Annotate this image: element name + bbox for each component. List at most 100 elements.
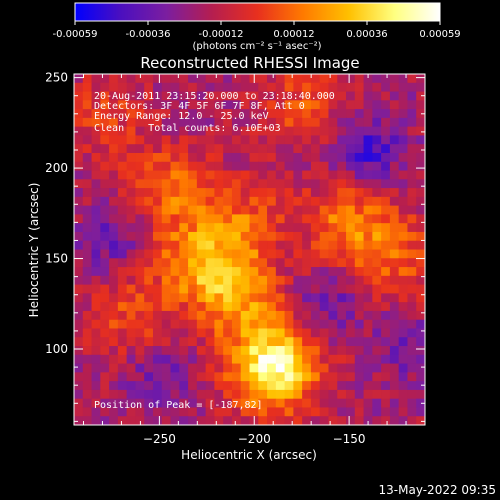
heatmap-cell (389, 223, 400, 233)
heatmap-cell (328, 223, 338, 233)
heatmap-cell (135, 91, 145, 101)
heatmap-cell (275, 82, 286, 92)
heatmap-cell (161, 258, 171, 268)
heatmap-cell (284, 267, 294, 277)
heatmap-cell (144, 363, 154, 373)
heatmap-cell (293, 170, 303, 180)
heatmap-cell (179, 214, 189, 224)
heatmap-cell (389, 346, 400, 356)
heatmap-cell (240, 100, 250, 110)
heatmap-cell (354, 135, 364, 145)
heatmap-cell (310, 310, 321, 321)
heatmap-cell (346, 152, 356, 163)
heatmap-cell (381, 188, 391, 198)
heatmap-cell (223, 74, 233, 84)
heatmap-cell (117, 214, 128, 224)
heatmap-cell (196, 354, 207, 364)
heatmap-cell (161, 398, 171, 408)
heatmap-cell (249, 196, 259, 207)
heatmap-cell (372, 337, 382, 347)
heatmap-cell (82, 144, 92, 154)
heatmap-cell (389, 205, 400, 215)
heatmap-cell (381, 389, 391, 400)
heatmap-cell (231, 302, 242, 312)
heatmap-cell (170, 310, 180, 321)
heatmap-cell (196, 407, 207, 417)
heatmap-cell (135, 223, 145, 233)
heatmap-cell (346, 161, 356, 171)
heatmap-cell (293, 135, 303, 145)
heatmap-cell (302, 293, 312, 303)
heatmap-cell (354, 82, 364, 92)
heatmap-cell (170, 381, 180, 391)
heatmap-cell (258, 170, 268, 180)
heatmap-cell (74, 328, 84, 338)
heatmap-cell (381, 161, 391, 171)
heatmap-cell (354, 152, 364, 163)
heatmap-cell (372, 346, 382, 356)
heatmap-cell (363, 284, 373, 294)
heatmap-cell (205, 389, 215, 400)
heatmap-cell (302, 267, 312, 277)
heatmap-cell (144, 170, 154, 180)
heatmap-cell (126, 214, 136, 224)
y-axis-label: Heliocentric Y (arcsec) (27, 183, 41, 318)
heatmap-cell (205, 258, 215, 268)
heatmap-cell (109, 267, 119, 277)
heatmap-cell (196, 205, 207, 215)
heatmap-cell (381, 293, 391, 303)
heatmap-cell (91, 398, 101, 408)
heatmap-cell (389, 82, 400, 92)
heatmap-cell (100, 275, 110, 286)
heatmap-cell (381, 82, 391, 92)
heatmap-cell (152, 267, 163, 277)
heatmap-cell (100, 284, 110, 294)
heatmap-cell (310, 249, 321, 259)
heatmap-cell (389, 109, 400, 119)
heatmap-cell (223, 231, 233, 242)
heatmap-cell (100, 249, 110, 259)
heatmap-cell (82, 389, 92, 400)
heatmap-cell (293, 214, 303, 224)
heatmap-cell (328, 363, 338, 373)
heatmap-cell (91, 82, 101, 92)
heatmap-cell (328, 293, 338, 303)
heatmap-cell (74, 267, 84, 277)
heatmap-cell (109, 354, 119, 364)
heatmap-cell (161, 407, 171, 417)
heatmap-cell (249, 284, 259, 294)
heatmap-cell (82, 302, 92, 312)
heatmap-cell (117, 135, 128, 145)
heatmap-cell (179, 249, 189, 259)
heatmap-cell (109, 161, 119, 171)
heatmap-cell (267, 258, 277, 268)
heatmap-cell (337, 117, 347, 128)
heatmap-cell (205, 223, 215, 233)
heatmap-cell (328, 258, 338, 268)
heatmap-cell (152, 91, 163, 101)
y-tick-label: 150 (45, 252, 68, 266)
heatmap-cell (319, 407, 329, 417)
heatmap-cell (310, 328, 321, 338)
heatmap-cell (275, 223, 286, 233)
heatmap-cell (319, 82, 329, 92)
heatmap-cell (74, 82, 84, 92)
heatmap-cell (91, 74, 101, 84)
heatmap-cell (302, 302, 312, 312)
heatmap-cell (100, 381, 110, 391)
heatmap-cell (205, 188, 215, 198)
heatmap-cell (337, 267, 347, 277)
heatmap-cell (161, 170, 171, 180)
heatmap-cell (188, 398, 198, 408)
heatmap-cell (407, 337, 417, 347)
heatmap-cell (223, 82, 233, 92)
heatmap-cell (135, 337, 145, 347)
heatmap-cell (179, 389, 189, 400)
colorbar-tick-label: 0.00059 (419, 29, 460, 40)
heatmap-cell (381, 363, 391, 373)
heatmap-cell (196, 328, 207, 338)
heatmap-cell (214, 152, 224, 163)
heatmap-cell (328, 275, 338, 286)
heatmap-cell (100, 205, 110, 215)
